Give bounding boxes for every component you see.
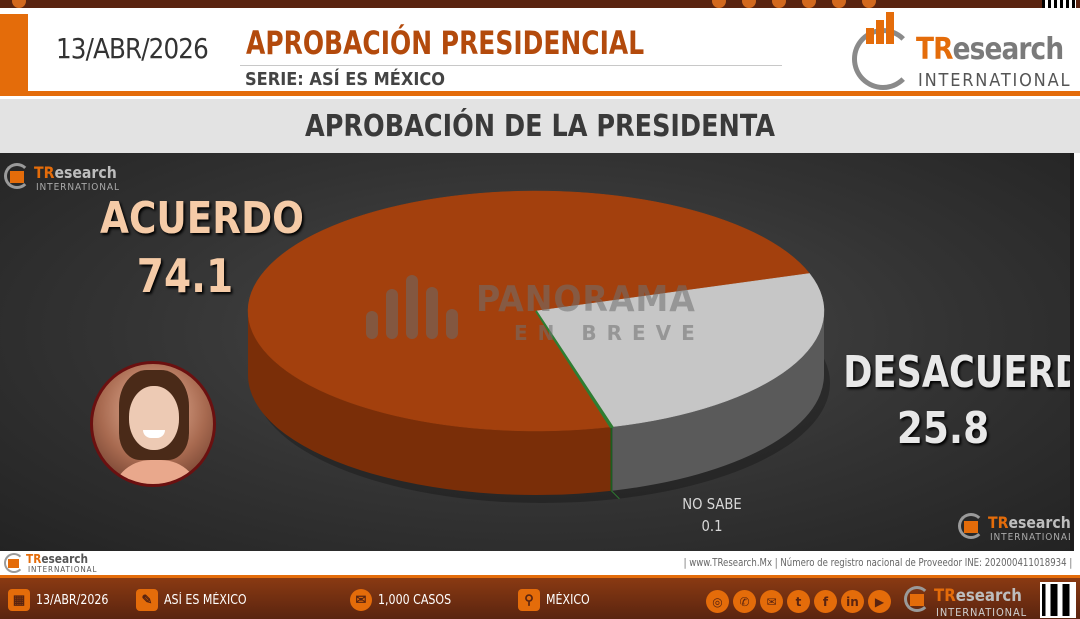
footer-date-text: 13/ABR/2026 <box>36 592 109 608</box>
footer-brand-name: TResearch <box>934 586 1022 606</box>
logo-ring-icon <box>904 586 930 612</box>
youtube-icon[interactable]: ▶ <box>868 590 891 613</box>
brand-subname: INTERNATIONAL <box>918 70 1072 91</box>
pie-slice-acuerdo <box>247 190 810 432</box>
footer-info-bar: TResearch INTERNATIONAL | www.TResearch.… <box>0 551 1080 575</box>
logo-ring-icon <box>958 513 984 539</box>
top-strip-circle <box>772 0 786 8</box>
slice-value-desacuerdo: 25.8 <box>896 403 990 454</box>
slice-value-no-sabe: 0.1 <box>701 517 723 535</box>
pie-sides <box>248 311 824 495</box>
watermark-name: TResearch <box>988 513 1071 532</box>
logo-ring-icon <box>4 553 24 573</box>
slice-label-no-sabe: NO SABE <box>682 495 742 513</box>
pie-slice-desacuerdo <box>535 273 825 427</box>
map-pin-icon: ⚲ <box>518 589 540 611</box>
header-accent-bar <box>0 14 28 94</box>
footer-series: ✎ ASÍ ES MÉXICO <box>136 588 261 612</box>
globe-icon[interactable]: ◎ <box>706 590 729 613</box>
footer-info-brand: TResearch <box>26 552 89 566</box>
slice-label-desacuerdo: DESACUERDO <box>843 347 1074 398</box>
president-portrait <box>90 361 216 487</box>
slice-label-acuerdo: ACUERDO <box>100 193 304 244</box>
page-subtitle: SERIE: ASÍ ES MÉXICO <box>245 69 446 90</box>
footer-info-subname: INTERNATIONAL <box>28 565 98 574</box>
calendar-icon: ▦ <box>8 589 30 611</box>
top-strip-circle <box>862 0 876 8</box>
slice-value-acuerdo: 74.1 <box>136 249 234 303</box>
top-strip-circle <box>832 0 846 8</box>
watermark-subname: INTERNATIONAL <box>990 532 1074 543</box>
section-title-bar: APROBACIÓN DE LA PRESIDENTA <box>0 99 1080 153</box>
footer-cases: ✉ 1,000 CASOS <box>350 588 464 612</box>
logo-bars-icon <box>910 594 924 606</box>
pie-slices <box>247 190 825 432</box>
email-icon[interactable]: ✉ <box>760 590 783 613</box>
footer-cases-text: 1,000 CASOS <box>378 592 452 608</box>
chat-icon: ✉ <box>350 589 372 611</box>
report-icon: ✎ <box>136 589 158 611</box>
panorama-subtitle: EN BREVE <box>514 321 705 345</box>
top-strip <box>0 0 1080 8</box>
logo-ring-icon <box>4 163 30 189</box>
pie-chart <box>247 190 830 503</box>
title-divider <box>240 65 782 66</box>
chart-area: PANORAMA EN BREVE TResearch INTERNATIONA… <box>0 153 1074 551</box>
pie-side-no-sabe <box>610 426 613 491</box>
watermark-subname: INTERNATIONAL <box>36 182 120 193</box>
header-bottom-line <box>0 91 1080 96</box>
section-title: APROBACIÓN DE LA PRESIDENTA <box>304 109 775 144</box>
registry-text: | www.TResearch.Mx | Número de registro … <box>683 556 1072 569</box>
top-strip-circle <box>12 0 26 8</box>
linkedin-icon[interactable]: in <box>841 590 864 613</box>
qr-code-top <box>1042 0 1076 8</box>
panorama-title: PANORAMA <box>476 279 696 320</box>
footer-date: ▦ 13/ABR/2026 <box>8 588 121 612</box>
header-date: 13/ABR/2026 <box>56 32 209 65</box>
footer-location: ⚲ MÉXICO <box>518 588 597 612</box>
pie-side-desacuerdo <box>612 311 824 491</box>
footer-bar: ▦ 13/ABR/2026 ✎ ASÍ ES MÉXICO ✉ 1,000 CA… <box>0 575 1080 619</box>
whatsapp-icon[interactable]: ✆ <box>733 590 756 613</box>
top-strip-circle <box>742 0 756 8</box>
top-strip-circle <box>712 0 726 8</box>
logo-bars-icon <box>8 559 19 568</box>
pie-side-acuerdo <box>248 311 611 495</box>
pie-slice-no-sabe <box>535 310 615 428</box>
footer-brand-subname: INTERNATIONAL <box>936 606 1028 619</box>
footer-location-text: MÉXICO <box>546 592 590 608</box>
watermark-name: TResearch <box>34 163 117 182</box>
top-strip-circle <box>802 0 816 8</box>
logo-bars-icon <box>964 521 978 533</box>
page-title: APROBACIÓN PRESIDENCIAL <box>246 24 645 62</box>
logo-bars-icon <box>10 171 24 183</box>
chart-right-edge <box>1070 153 1074 551</box>
header: 13/ABR/2026 APROBACIÓN PRESIDENCIAL SERI… <box>0 8 1080 96</box>
qr-code <box>1040 582 1076 618</box>
social-icons: ◎ ✆ ✉ t f in ▶ <box>706 590 891 613</box>
no-sabe-leader-line <box>611 490 620 500</box>
twitter-icon[interactable]: t <box>787 590 810 613</box>
panorama-watermark: PANORAMA EN BREVE <box>364 273 744 353</box>
facebook-icon[interactable]: f <box>814 590 837 613</box>
brand-logo: TResearch INTERNATIONAL <box>852 12 1072 94</box>
brand-name: TResearch <box>916 32 1064 67</box>
footer-series-text: ASÍ ES MÉXICO <box>164 592 247 608</box>
